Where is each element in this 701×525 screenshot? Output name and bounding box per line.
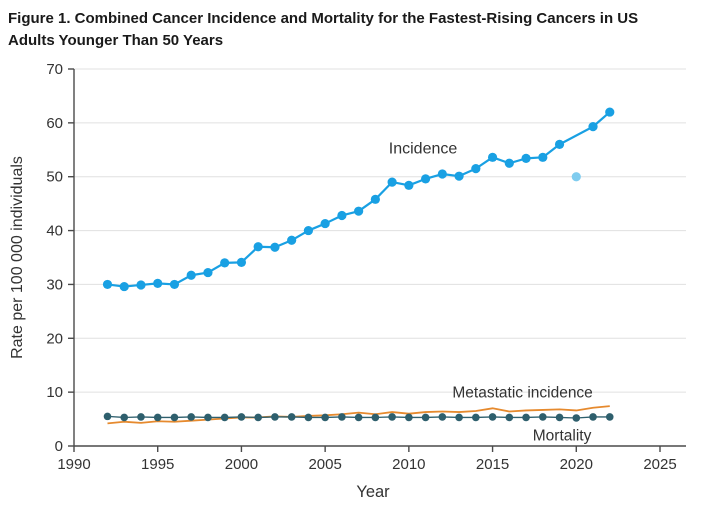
x-tick-label-2000: 2000	[225, 456, 258, 473]
incidence-point-2007	[354, 206, 364, 216]
y-tick-label-40: 40	[46, 223, 63, 240]
x-axis-label: Year	[356, 483, 390, 501]
figure-title: Figure 1. Combined Cancer Incidence and …	[0, 0, 701, 52]
x-tick-label-2005: 2005	[308, 456, 341, 473]
mortality-label: Mortality	[533, 428, 592, 445]
mortality-point-2010	[405, 413, 413, 422]
metastatic-incidence-label: Metastatic incidence	[452, 385, 592, 402]
mortality-point-2001	[254, 413, 262, 422]
y-tick-label-30: 30	[46, 276, 63, 293]
mortality-point-2011	[421, 413, 430, 422]
mortality-point-2003	[287, 413, 296, 421]
y-tick-label-60: 60	[46, 115, 63, 132]
incidence-2020-point-point-2020	[571, 172, 581, 182]
y-tick-label-50: 50	[46, 169, 63, 186]
mortality-point-2002	[271, 413, 279, 421]
incidence-point-2003	[287, 235, 297, 245]
incidence-point-2015	[487, 152, 498, 162]
mortality-point-2020	[572, 414, 581, 422]
incidence-point-2008	[370, 194, 380, 204]
mortality-point-2016	[505, 413, 514, 422]
mortality-point-1993	[120, 413, 129, 422]
y-tick-label-20: 20	[46, 330, 63, 347]
mortality-point-2019	[555, 413, 564, 422]
incidence-point-1995	[153, 278, 163, 288]
incidence-line	[107, 111, 611, 288]
incidence-point-1998	[203, 267, 213, 278]
mortality-point-1994	[137, 413, 145, 421]
chart-container: 0 10 20 30 40 50 60 70 1990 1995 2000 2005 2010 2015 2…	[0, 52, 701, 517]
incidence-point-2016	[504, 158, 514, 168]
incidence-point-2011	[421, 174, 431, 184]
incidence-point-2019	[554, 139, 565, 149]
mortality-point-2008	[371, 413, 380, 422]
incidence-point-1999	[220, 258, 230, 268]
x-tick-label-1995: 1995	[141, 456, 174, 473]
mortality-point-2007	[354, 413, 363, 422]
x-tick-label-2020: 2020	[560, 456, 593, 473]
incidence-point-2022	[605, 107, 615, 117]
mortality-point-2021	[589, 413, 597, 421]
incidence-point-2017	[521, 153, 531, 164]
incidence-point-2002	[270, 242, 280, 252]
mortality-point-2013	[455, 413, 463, 422]
incidence-point-1992	[102, 279, 113, 290]
mortality-point-2015	[488, 413, 497, 421]
mortality-point-1998	[204, 413, 212, 422]
mortality-point-1996	[170, 413, 179, 422]
mortality-point-2004	[304, 413, 313, 422]
x-tick-label-2015: 2015	[476, 456, 509, 473]
figure-title-line1: Figure 1. Combined Cancer Incidence and …	[8, 10, 639, 27]
mortality-point-2017	[522, 413, 530, 422]
x-tick-label-2010: 2010	[392, 456, 425, 473]
combined-incidence-mortality-chart: 0 10 20 30 40 50 60 70 1990 1995 2000 2005 2010 2015 2…	[9, 61, 686, 501]
incidence-point-1996	[169, 279, 180, 290]
incidence-point-1994	[136, 280, 146, 290]
y-tick-label-70: 70	[46, 61, 63, 78]
incidence-point-1993	[119, 281, 129, 292]
mortality-point-2009	[388, 413, 396, 421]
incidence-point-1997	[186, 270, 196, 280]
incidence-point-2000	[236, 257, 247, 267]
y-tick-label-0: 0	[55, 438, 63, 455]
mortality-point-2014	[472, 413, 480, 422]
incidence-point-2018	[538, 152, 548, 162]
incidence-point-2012	[437, 169, 447, 179]
incidence-point-2021	[588, 122, 598, 132]
y-tick-label-10: 10	[46, 384, 63, 401]
incidence-point-2013	[454, 171, 464, 181]
mortality-point-2000	[237, 413, 246, 421]
x-tick-label-1990: 1990	[57, 456, 90, 473]
mortality-point-2006	[338, 413, 346, 421]
figure-title-line2: Adults Younger Than 50 Years	[8, 32, 224, 49]
y-axis-label: Rate per 100 000 individuals	[9, 156, 26, 359]
mortality-point-1992	[103, 412, 112, 421]
mortality-point-1995	[153, 413, 162, 422]
mortality-point-2022	[605, 413, 614, 421]
incidence-point-2001	[253, 242, 263, 252]
mortality-point-2012	[438, 413, 447, 421]
incidence-label: Incidence	[389, 141, 458, 158]
mortality-point-1999	[220, 413, 229, 422]
incidence-point-2014	[471, 164, 481, 174]
incidence-point-2009	[387, 177, 397, 187]
incidence-point-2010	[404, 180, 414, 190]
x-tick-label-2025: 2025	[643, 456, 676, 473]
incidence-point-2005	[320, 218, 330, 229]
incidence-point-2004	[303, 225, 313, 236]
incidence-point-2006	[337, 210, 347, 221]
mortality-point-2018	[539, 413, 547, 421]
mortality-point-2005	[321, 413, 329, 422]
mortality-point-1997	[187, 413, 195, 421]
